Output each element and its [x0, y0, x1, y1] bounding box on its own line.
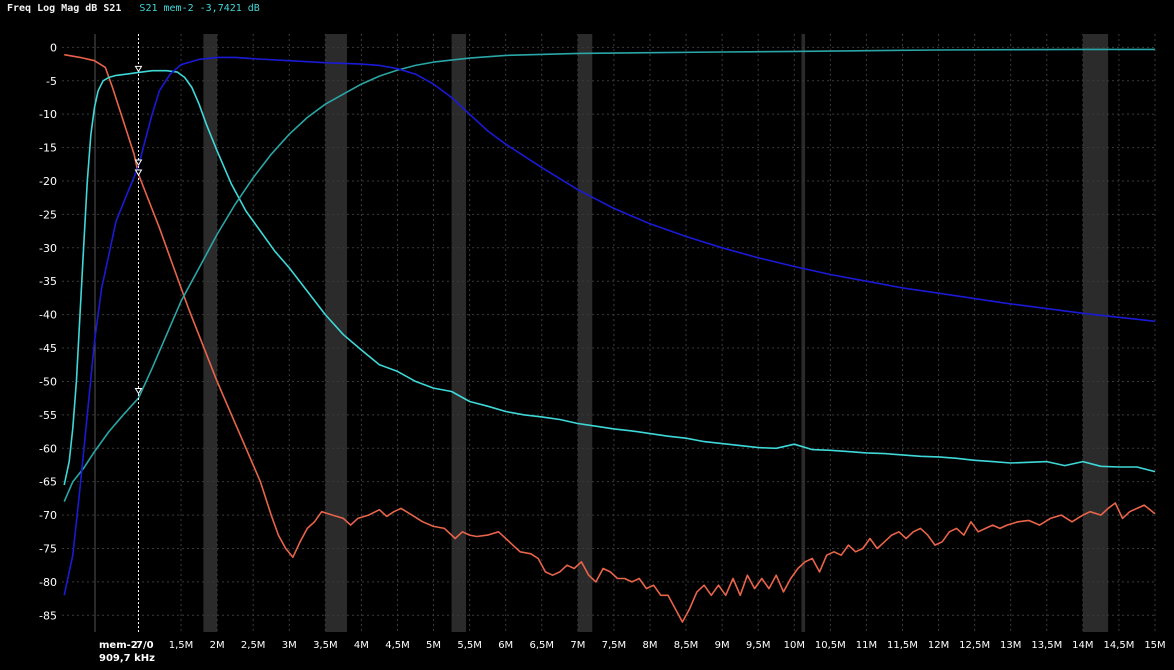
x-tick-label: 9M — [715, 640, 730, 651]
trace-lines — [63, 48, 1156, 623]
y-tick-label: -55 — [39, 409, 57, 422]
x-tick-label: 10M — [784, 640, 805, 651]
trace-line — [64, 53, 1156, 623]
band-region — [325, 34, 347, 632]
marker-layer — [134, 34, 143, 632]
x-tick-label: 2,5M — [241, 640, 266, 651]
x-tick-label: 14M — [1072, 640, 1093, 651]
x-tick-label: 2M — [210, 640, 225, 651]
y-tick-label: -80 — [39, 576, 57, 589]
y-tick-label: -35 — [39, 275, 57, 288]
x-tick-label: 14,5M — [1103, 640, 1134, 651]
x-tick-label: 10,5M — [815, 640, 846, 651]
band-region — [577, 34, 593, 632]
x-tick-label: 5M — [426, 640, 441, 651]
y-tick-label: -50 — [39, 375, 57, 388]
marker-frequency: 909,7 kHz — [99, 653, 155, 664]
x-tick-label: 8,5M — [674, 640, 699, 651]
x-tick-label: 12M — [928, 640, 949, 651]
axis-labels: 0 -5 -10 -15 -20 -25 -30 -35 -40 -45 -50 -55 -60 -65 -… — [39, 41, 1166, 664]
y-tick-label: -15 — [39, 142, 57, 155]
x-tick-label: 1,5M — [169, 640, 194, 651]
band-region — [203, 34, 218, 632]
x-tick-label: 6,5M — [530, 640, 555, 651]
x-tick-label: 4,5M — [385, 640, 410, 651]
x-tick-label: 11,5M — [887, 640, 918, 651]
trace-line — [63, 56, 1156, 596]
y-tick-label: -30 — [39, 242, 57, 255]
marker-extra-label: 7/0 — [136, 640, 154, 651]
y-tick-label: -10 — [39, 108, 57, 121]
marker-triangle — [134, 159, 143, 166]
y-tick-label: -20 — [39, 175, 57, 188]
marker-triangle — [134, 387, 143, 395]
x-tick-label: 15M — [1144, 640, 1165, 651]
trace-line — [63, 69, 1156, 486]
trace-line — [63, 48, 1155, 503]
x-tick-label: 11M — [856, 640, 877, 651]
x-tick-label: 7M — [570, 640, 585, 651]
y-tick-label: -85 — [39, 609, 57, 622]
grid-lines — [62, 34, 1156, 632]
y-tick-label: -25 — [39, 208, 57, 221]
y-tick-label: -5 — [46, 75, 57, 88]
band-region — [451, 34, 467, 632]
x-tick-label: 13M — [1000, 640, 1021, 651]
band-region — [801, 34, 806, 632]
marker-triangle — [134, 65, 143, 73]
y-tick-label: 0 — [50, 41, 57, 54]
x-tick-label: 3M — [282, 640, 297, 651]
x-tick-label: 9,5M — [746, 640, 771, 651]
marker-triangle — [134, 169, 143, 176]
y-tick-label: -75 — [39, 542, 57, 555]
y-tick-label: -65 — [39, 476, 57, 489]
x-tick-label: 12,5M — [959, 640, 990, 651]
x-tick-label: 7,5M — [602, 640, 627, 651]
chart-title: Freq Log Mag dB S21 — [7, 3, 122, 14]
x-tick-label: 8M — [642, 640, 657, 651]
chart-header: Freq Log Mag dB S21 S21 mem-2 -3,7421 dB — [7, 3, 260, 14]
marker-readout: S21 mem-2 -3,7421 dB — [139, 3, 260, 14]
y-tick-label: -45 — [39, 342, 57, 355]
x-tick-label: 5,5M — [457, 640, 482, 651]
x-tick-label: 3,5M — [313, 640, 338, 651]
y-tick-label: -70 — [39, 509, 57, 522]
band-region — [1082, 34, 1109, 632]
x-tick-label: 13,5M — [1031, 640, 1062, 651]
y-tick-label: -40 — [39, 309, 57, 322]
x-tick-label: 6M — [498, 640, 513, 651]
x-tick-label: 4M — [354, 640, 369, 651]
marker-label: mem-2 — [99, 640, 138, 651]
y-tick-label: -60 — [39, 442, 57, 455]
band-overlays — [203, 34, 1109, 632]
